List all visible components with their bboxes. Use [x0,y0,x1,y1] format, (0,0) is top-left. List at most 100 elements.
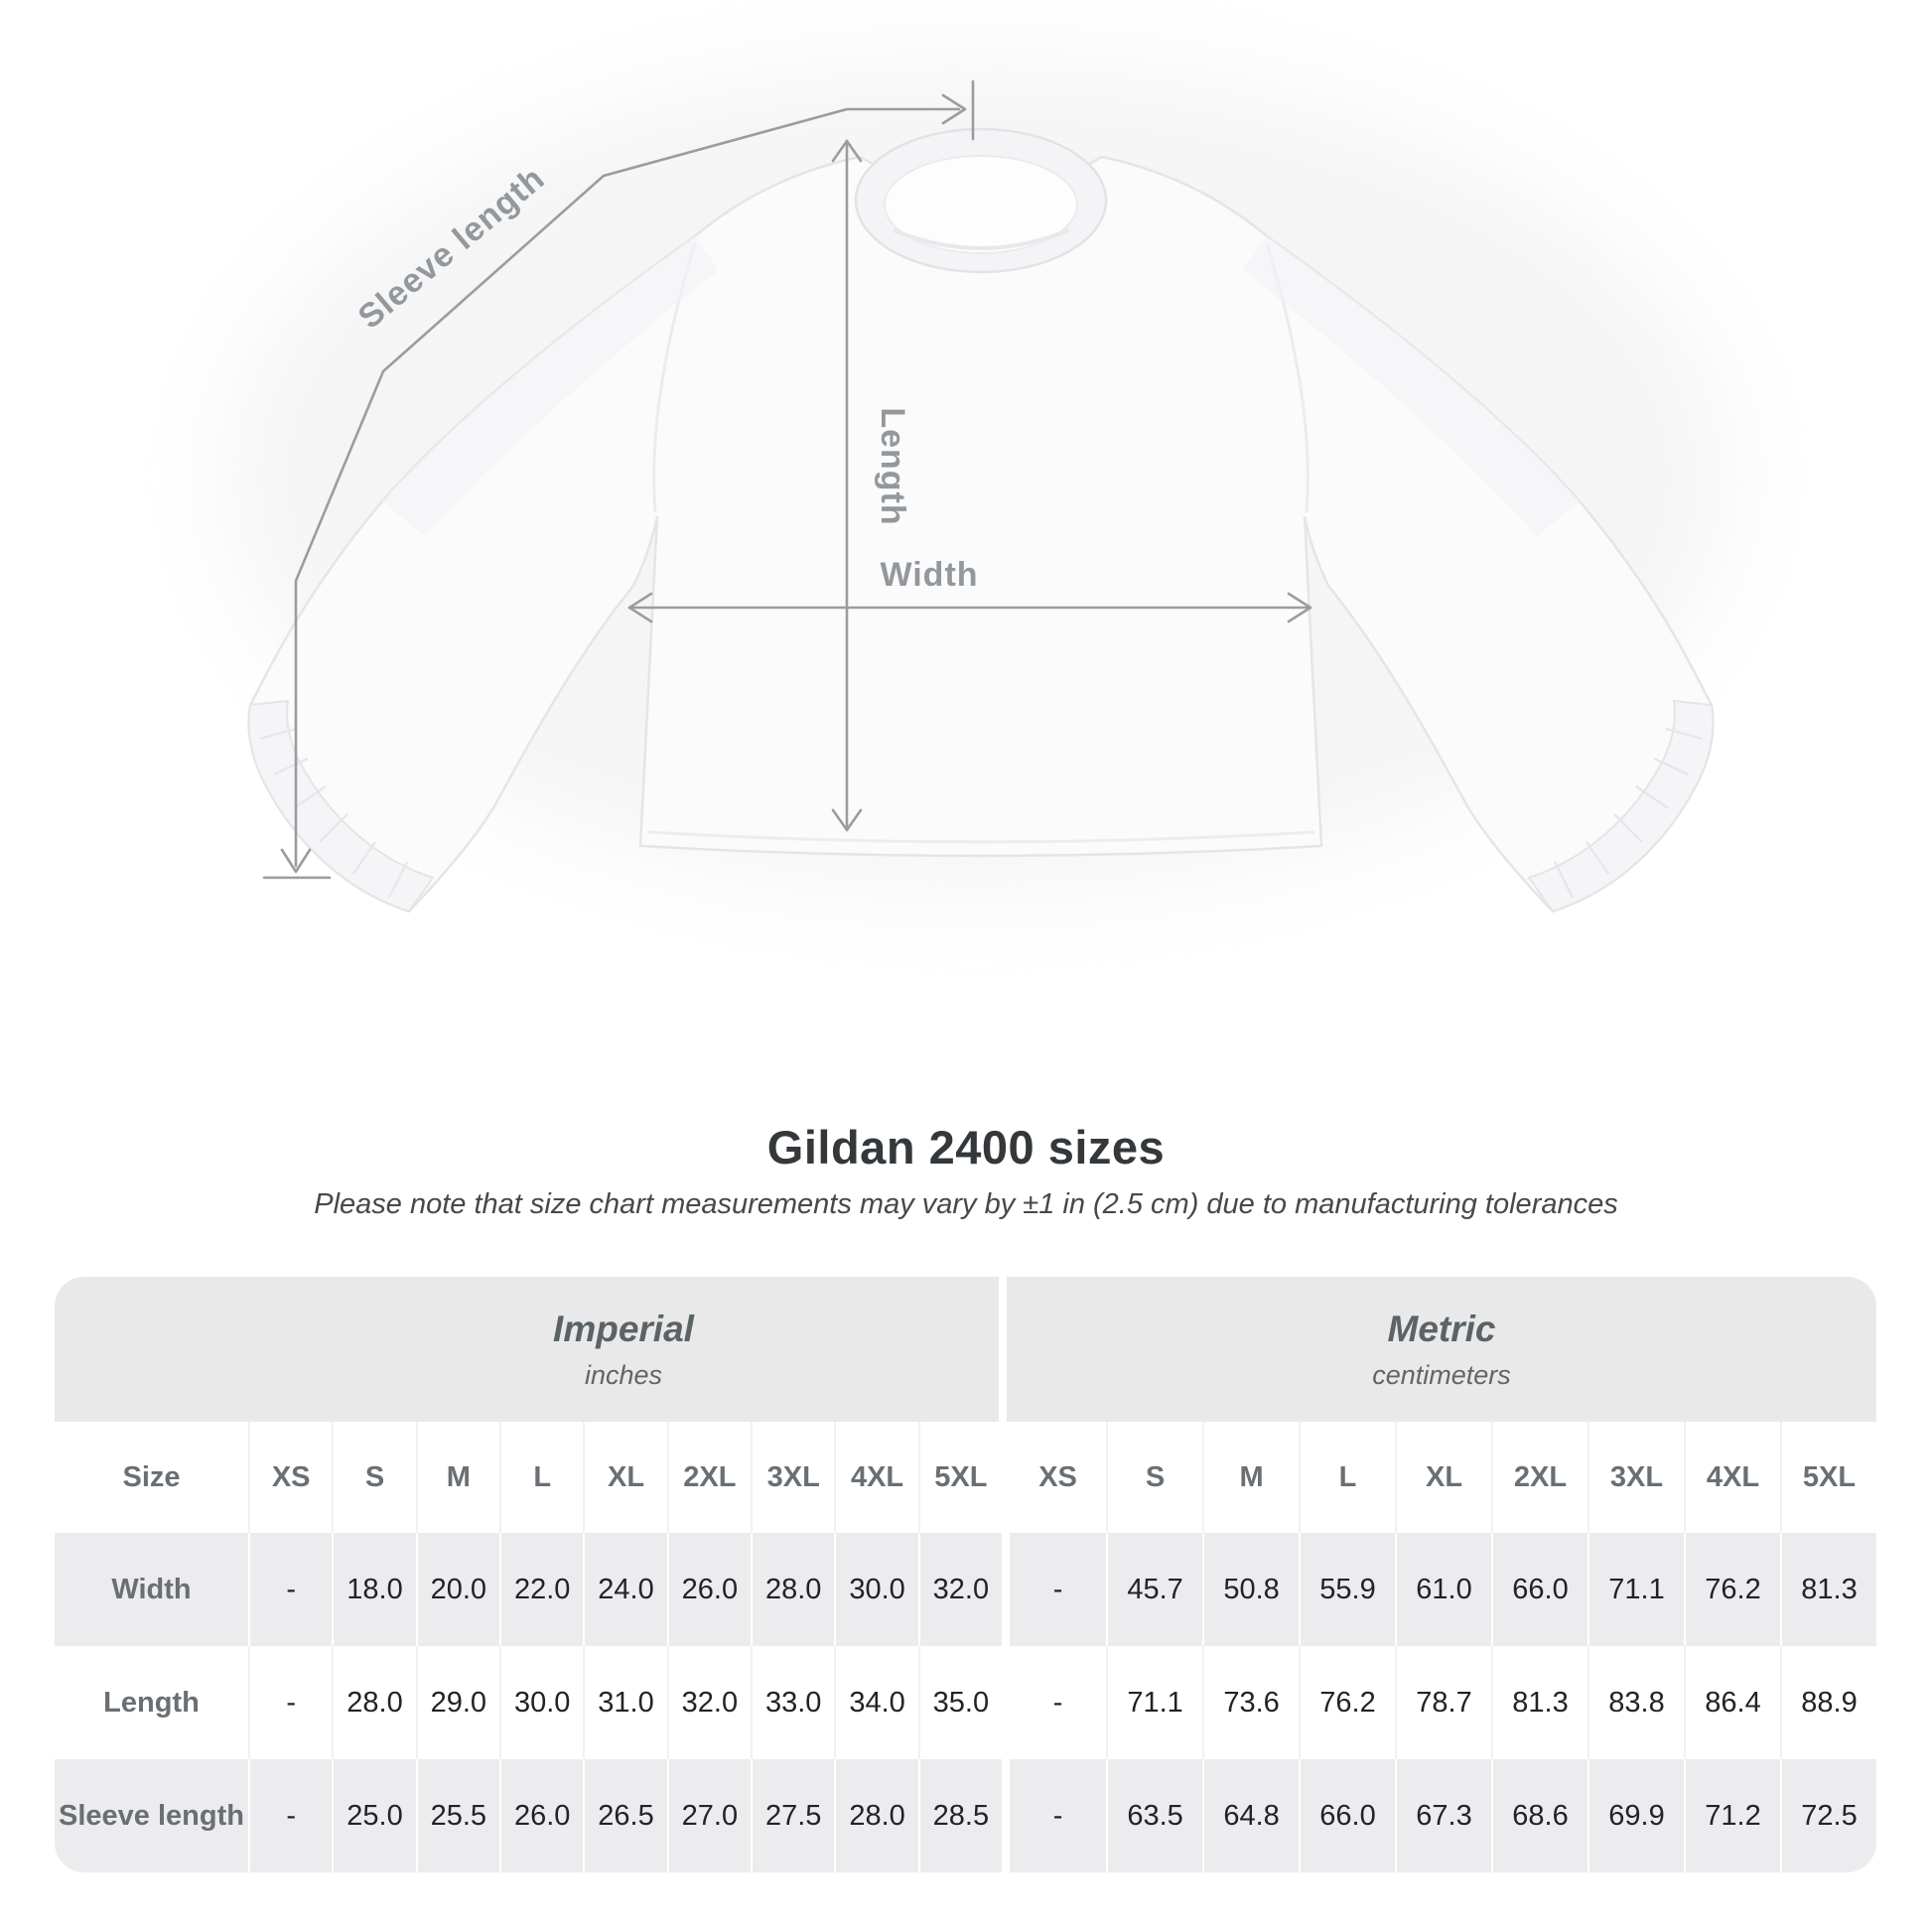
size-column-header: 5XL [1780,1422,1876,1533]
row-label-length: Length [103,1686,200,1719]
row-label-sleeve-length: Sleeve length [55,1759,248,1872]
size-column-header: 2XL [1491,1422,1587,1533]
table-row-sleeve-length: Sleeve length -25.0 25.5 26.0 26.5 27.0 27.5 2… [55,1759,1876,1872]
measurement-value: 81.3 [1780,1533,1876,1646]
measurement-value: 32.0 [917,1533,1003,1646]
shirt-illustration [247,127,1715,913]
measurement-value: 72.5 [1780,1759,1876,1872]
measurement-value: 73.6 [1202,1646,1299,1759]
size-column-header: XL [583,1422,666,1533]
sleeve-length-arrow-down [280,848,312,874]
size-column-header: 2XL [666,1422,751,1533]
measurement-value: 30.0 [834,1533,918,1646]
measurement-value: - [1010,1533,1107,1646]
measurement-value: 28.5 [917,1759,1003,1872]
width-arrow-right [1287,592,1312,623]
measurement-value: 55.9 [1299,1533,1396,1646]
measurement-value: 26.5 [583,1759,667,1872]
imperial-title: Imperial [553,1308,694,1349]
measurement-value: - [248,1646,332,1759]
size-column-header: S [1106,1422,1202,1533]
size-column-header: XS [1038,1460,1077,1493]
measurement-value: 76.2 [1299,1646,1395,1759]
size-column-header: S [332,1422,415,1533]
size-column-header: 3XL [751,1422,834,1533]
measurement-value: 66.0 [1491,1533,1588,1646]
table-row-length: Length -28.0 29.0 30.0 31.0 32.0 33.0 34.0 35.0… [55,1646,1876,1759]
metric-title: Metric [1387,1308,1496,1349]
measurement-value: - [248,1533,333,1646]
measurement-value: 71.1 [1587,1533,1685,1646]
group-divider [999,1277,1007,1422]
size-header-row: Size XS S M L XL 2XL 3XL 4XL 5XL XS S M L XL 2XL 3XL 4XL… [55,1422,1876,1533]
measurement-value: 28.0 [332,1646,415,1759]
width-arrow-left [627,592,653,623]
size-column-header: M [1202,1422,1299,1533]
size-column-header: 4XL [1684,1422,1780,1533]
size-column-header: 4XL [834,1422,917,1533]
measurement-value: 33.0 [751,1646,834,1759]
size-column-header: 3XL [1587,1422,1684,1533]
measurement-value: 81.3 [1491,1646,1587,1759]
group-divider [1002,1533,1011,1646]
measurement-value: 63.5 [1106,1759,1203,1872]
size-table: Imperial inches Metric centimeters Size … [55,1277,1876,1872]
size-column-header: L [499,1422,583,1533]
measurement-value: 34.0 [834,1646,917,1759]
measurement-value: 35.0 [917,1646,1002,1759]
measurement-value: 69.9 [1587,1759,1685,1872]
measurement-value: 29.0 [415,1646,499,1759]
measurement-value: 78.7 [1395,1646,1491,1759]
size-column-header: L [1299,1422,1395,1533]
measurement-value: 27.5 [751,1759,835,1872]
unit-header-row: Imperial inches Metric centimeters [55,1277,1876,1422]
group-divider [1002,1422,1011,1533]
measurement-value: - [1010,1759,1107,1872]
metric-unit: centimeters [1372,1359,1511,1390]
measurement-value: 26.0 [499,1759,584,1872]
measurement-value: 86.4 [1684,1646,1780,1759]
length-label: Length [874,407,911,525]
size-column-header: 5XL [917,1422,1002,1533]
measurement-value: 28.0 [834,1759,918,1872]
measurement-value: 25.0 [332,1759,416,1872]
tolerance-note: Please note that size chart measurements… [314,1188,1618,1220]
measurement-value: 71.1 [1106,1646,1202,1759]
measurement-lines [262,79,1312,880]
group-divider [1002,1646,1011,1759]
measurement-value: 45.7 [1106,1533,1203,1646]
size-header-label: Size [122,1460,181,1493]
page-title: Gildan 2400 sizes [766,1121,1166,1173]
collar [854,127,1108,274]
length-arrow-up [831,139,863,163]
row-label-width: Width [55,1533,248,1646]
measurement-value: 26.0 [666,1533,752,1646]
title-block: Gildan 2400 sizes Please note that size … [0,1120,1932,1221]
measurement-value: 20.0 [415,1533,500,1646]
measurement-value: 50.8 [1202,1533,1300,1646]
sleeve-length-line [294,107,961,868]
measurement-value: 18.0 [332,1533,416,1646]
measurement-value: 22.0 [499,1533,584,1646]
size-column-header: XL [1395,1422,1491,1533]
measurement-value: 64.8 [1202,1759,1300,1872]
size-column-header: XS [248,1422,332,1533]
width-label: Width [880,556,978,594]
measurement-value: 27.0 [666,1759,752,1872]
sleeve-length-arrow-right [941,93,967,125]
measurement-value: 71.2 [1684,1759,1780,1872]
measurement-value: - [248,1759,333,1872]
cuff-rib-lines [259,727,1703,898]
measurement-value: 28.0 [751,1533,835,1646]
measurement-value: 25.5 [415,1759,500,1872]
measurement-value: 32.0 [666,1646,751,1759]
group-divider [1002,1759,1011,1872]
metric-header: Metric centimeters [1007,1277,1876,1422]
measurement-value: 88.9 [1780,1646,1876,1759]
table-row-width: Width -18.0 20.0 22.0 24.0 26.0 28.0 30.0 32.0-… [55,1533,1876,1646]
measurement-value: 24.0 [583,1533,667,1646]
measurement-value: 76.2 [1684,1533,1780,1646]
measurement-value: 31.0 [583,1646,666,1759]
imperial-unit: inches [584,1359,663,1390]
